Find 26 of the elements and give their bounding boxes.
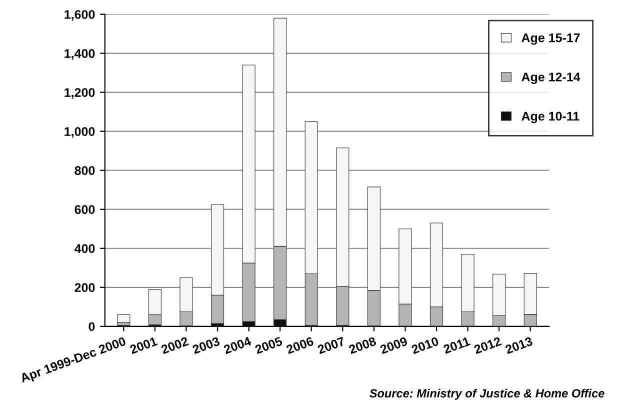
y-tick-label: 600 — [74, 205, 95, 214]
y-tick-label: 1,600 — [64, 10, 95, 21]
y-tick-label: 0 — [88, 322, 95, 332]
source-note: Source: Ministry of Justice & Home Office — [370, 388, 604, 400]
y-tick-label: 1,400 — [64, 49, 95, 60]
x-tick-label: 2011 — [442, 336, 471, 354]
x-tick-label: 2012 — [473, 336, 502, 354]
x-tick-label: 2003 — [192, 336, 220, 354]
x-tick-label: 2006 — [286, 336, 314, 354]
x-tick-label: 2013 — [504, 336, 534, 354]
y-tick-label: 1,000 — [64, 127, 95, 138]
x-tick-label: 2001 — [129, 336, 158, 354]
x-tick-label: 2004 — [223, 336, 252, 354]
legend-label: Age 12-14 — [522, 72, 580, 84]
x-tick-label: 2008 — [348, 336, 377, 354]
y-tick-label: 400 — [74, 244, 95, 254]
y-tick-label: 1,200 — [64, 88, 95, 99]
x-tick-label: 2009 — [380, 336, 408, 354]
x-tick-label: 2002 — [160, 336, 189, 354]
y-tick-label: 200 — [74, 283, 95, 292]
x-tick-label: 2010 — [410, 336, 440, 354]
legend-label: Age 10-11 — [522, 112, 580, 124]
x-tick-label: 2007 — [317, 336, 346, 354]
y-tick-label: 800 — [74, 166, 95, 175]
legend-label: Age 15-17 — [522, 33, 580, 45]
x-tick-label: 2005 — [254, 336, 283, 354]
